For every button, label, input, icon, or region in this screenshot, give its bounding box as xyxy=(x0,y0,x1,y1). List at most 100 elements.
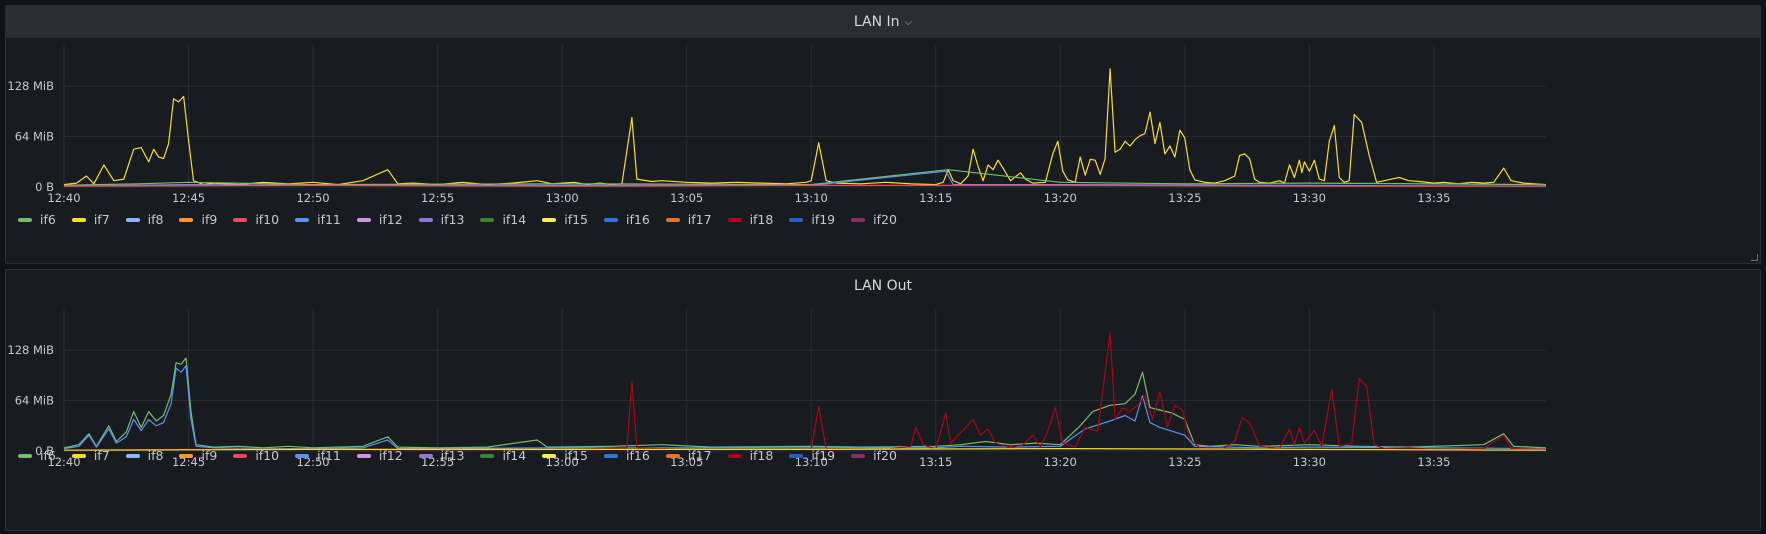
series-line-if11[interactable] xyxy=(63,170,1547,187)
legend-swatch xyxy=(480,453,495,458)
legend-label: if17 xyxy=(687,448,712,463)
panel-title: LAN Out xyxy=(853,278,912,294)
legend-item-if6[interactable]: if6 xyxy=(18,448,56,463)
resize-handle-icon[interactable] xyxy=(1751,254,1758,261)
legend-label: if16 xyxy=(626,448,650,463)
legend-label: if15 xyxy=(564,448,588,463)
legend-item-if19[interactable]: if19 xyxy=(789,212,835,227)
legend-label: if8 xyxy=(147,448,164,463)
legend-swatch xyxy=(18,453,32,458)
x-tick-label: 12:45 xyxy=(172,191,205,203)
legend-swatch xyxy=(233,453,248,458)
legend-label: if10 xyxy=(255,448,280,463)
legend-item-if14[interactable]: if14 xyxy=(480,448,526,463)
legend-label: if17 xyxy=(687,212,712,227)
legend-item-if7[interactable]: if7 xyxy=(71,448,110,463)
x-tick-label: 13:15 xyxy=(919,455,952,467)
legend-item-if10[interactable]: if10 xyxy=(233,448,279,463)
legend-label: if14 xyxy=(502,448,527,463)
series-line-if11[interactable] xyxy=(63,365,1547,450)
series-line-if6[interactable] xyxy=(63,169,1547,186)
legend-swatch xyxy=(125,217,140,222)
x-tick-label: 13:10 xyxy=(795,455,828,467)
series-line-if7[interactable] xyxy=(63,448,1547,451)
y-tick-label: 128 MiB xyxy=(7,79,54,93)
panel-title: LAN In xyxy=(853,14,900,30)
y-tick-label: 0 B xyxy=(35,180,54,194)
legend-swatch xyxy=(295,217,310,222)
legend-item-if14[interactable]: if14 xyxy=(480,212,526,227)
legend-label: if19 xyxy=(811,212,836,227)
legend-label: if13 xyxy=(440,448,465,463)
legend-item-if12[interactable]: if12 xyxy=(356,212,403,227)
legend-item-if16[interactable]: if16 xyxy=(604,212,650,227)
legend-label: if8 xyxy=(147,212,164,227)
legend-item-if15[interactable]: if15 xyxy=(542,212,588,227)
legend-swatch xyxy=(179,453,194,458)
legend-label: if6 xyxy=(40,212,56,227)
legend-label: if12 xyxy=(378,448,403,463)
x-tick-label: 13:00 xyxy=(546,455,579,467)
panel-header[interactable]: LAN In ⌵ xyxy=(6,6,1760,38)
x-tick-label: 12:45 xyxy=(172,455,205,467)
lan-in-panel: LAN In ⌵ 0 B 64 MiB 128 MiB 12:40 12:45 12:50… xyxy=(5,5,1761,264)
legend-label: if6 xyxy=(40,448,56,463)
legend-item-if10[interactable]: if10 xyxy=(233,212,279,227)
legend-item-if20[interactable]: if20 xyxy=(851,212,897,227)
legend-item-if18[interactable]: if18 xyxy=(727,448,773,463)
panel-header[interactable]: LAN Out xyxy=(6,270,1760,302)
legend-label: if15 xyxy=(564,212,588,227)
x-tick-label: 13:05 xyxy=(670,455,703,467)
legend-item-if13[interactable]: if13 xyxy=(418,212,464,227)
legend-item-if7[interactable]: if7 xyxy=(71,212,110,227)
lan-in-chart: 0 B 64 MiB 128 MiB 12:40 12:45 12:50 12:55 13:0… xyxy=(7,45,1547,203)
legend-label: if7 xyxy=(93,212,110,227)
legend-label: if19 xyxy=(811,448,836,463)
x-tick-label: 13:20 xyxy=(1044,191,1077,203)
legend-item-if12[interactable]: if12 xyxy=(356,448,403,463)
x-tick-label: 13:05 xyxy=(670,191,703,203)
legend-swatch xyxy=(125,453,140,458)
legend-label: if9 xyxy=(201,448,218,463)
legend-item-if6[interactable]: if6 xyxy=(18,212,56,227)
legend-item-if8[interactable]: if8 xyxy=(125,212,164,227)
legend-item-if11[interactable]: if11 xyxy=(295,448,341,463)
legend-label: if11 xyxy=(317,448,341,463)
y-tick-label: 64 MiB xyxy=(15,394,54,408)
legend-item-if17[interactable]: if17 xyxy=(665,212,712,227)
legend-label: if14 xyxy=(502,212,527,227)
legend-swatch xyxy=(789,453,804,458)
legend-item-if15[interactable]: if15 xyxy=(542,448,588,463)
y-tick-label: 0 B xyxy=(35,444,54,458)
legend-label: if7 xyxy=(93,448,110,463)
legend-item-if9[interactable]: if9 xyxy=(179,448,217,463)
legend-label: if9 xyxy=(201,212,218,227)
chevron-down-icon[interactable]: ⌵ xyxy=(904,16,913,28)
legend-item-if18[interactable]: if18 xyxy=(727,212,773,227)
legend-item-if9[interactable]: if9 xyxy=(179,212,217,227)
legend-swatch xyxy=(179,217,194,222)
legend-swatch xyxy=(665,453,680,458)
x-tick-label: 13:30 xyxy=(1293,191,1326,203)
y-tick-label: 128 MiB xyxy=(7,343,54,357)
legend-swatch xyxy=(604,217,618,222)
x-tick-label: 13:25 xyxy=(1168,455,1201,467)
legend-item-if8[interactable]: if8 xyxy=(125,448,164,463)
legend-swatch xyxy=(727,217,742,222)
x-tick-label: 12:40 xyxy=(47,455,80,467)
legend-item-if19[interactable]: if19 xyxy=(789,448,835,463)
series-line-if10[interactable] xyxy=(63,184,1546,187)
x-tick-label: 12:55 xyxy=(421,455,454,467)
legend-item-if11[interactable]: if11 xyxy=(295,212,341,227)
legend-swatch xyxy=(851,453,866,458)
legend-label: if20 xyxy=(873,448,897,463)
legend-label: if20 xyxy=(873,212,897,227)
legend-item-if20[interactable]: if20 xyxy=(851,448,897,463)
legend-item-if13[interactable]: if13 xyxy=(418,448,465,463)
x-tick-label: 13:15 xyxy=(919,191,952,203)
legend-swatch xyxy=(418,453,433,458)
legend-swatch xyxy=(71,453,86,458)
legend-item-if17[interactable]: if17 xyxy=(665,448,712,463)
legend: if6 if7 if8 if9 if10 if11 if12 if13 if14 if15 if16… xyxy=(18,212,913,227)
legend-item-if16[interactable]: if16 xyxy=(604,448,650,463)
